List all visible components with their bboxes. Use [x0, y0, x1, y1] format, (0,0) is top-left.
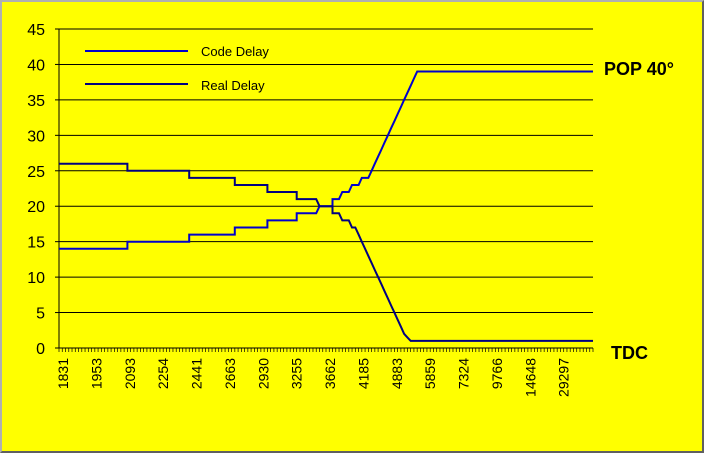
- y-axis-ticks: 0 5 10 15 20 25 30 35 40 45: [27, 22, 59, 358]
- axes: [58, 29, 593, 349]
- y-tick-label: 5: [36, 306, 45, 323]
- series-line-code-delay: [59, 70, 593, 250]
- gridlines: [59, 28, 593, 314]
- y-tick-label: 10: [27, 270, 45, 287]
- x-tick-label: 5859: [422, 358, 438, 389]
- y-tick-label: 20: [27, 199, 45, 216]
- y-tick-label: 45: [27, 22, 45, 39]
- x-tick-label: 2093: [122, 358, 138, 389]
- y-tick-label: 35: [27, 93, 45, 110]
- annotation-tdc: TDC: [611, 343, 648, 363]
- y-tick-label: 30: [27, 128, 45, 145]
- x-tick-label: 3662: [322, 358, 338, 389]
- x-tick-label: 9766: [489, 358, 505, 389]
- legend-label-code-delay: Code Delay: [201, 44, 269, 59]
- x-tick-label: 1831: [55, 358, 71, 389]
- y-tick-label: 40: [27, 57, 45, 74]
- legend: Code Delay Real Delay: [85, 44, 269, 93]
- annotation-pop-40: POP 40°: [604, 59, 674, 79]
- x-tick-label: 2663: [222, 358, 238, 389]
- x-tick-label: 29297: [556, 358, 572, 397]
- y-tick-label: 25: [27, 164, 45, 181]
- x-tick-label: 14648: [522, 358, 538, 397]
- x-tick-label: 7324: [456, 358, 472, 389]
- x-tick-label: 4883: [389, 358, 405, 389]
- x-tick-label: 2441: [189, 358, 205, 389]
- x-tick-label: 4185: [355, 358, 371, 389]
- x-tick-label: 3255: [289, 358, 305, 389]
- legend-label-real-delay: Real Delay: [201, 78, 265, 93]
- series-line-real-delay: [59, 162, 593, 342]
- y-tick-label: 0: [36, 341, 45, 358]
- x-axis-ticks: 1831 1953 2093 2254 2441 2663 2930 3255 3662 4185…: [55, 348, 594, 397]
- x-tick-label: 2930: [255, 358, 271, 389]
- series-lines: [59, 70, 593, 342]
- y-tick-label: 15: [27, 235, 45, 252]
- x-tick-label: 2254: [155, 358, 171, 389]
- x-tick-label: 1953: [88, 358, 104, 389]
